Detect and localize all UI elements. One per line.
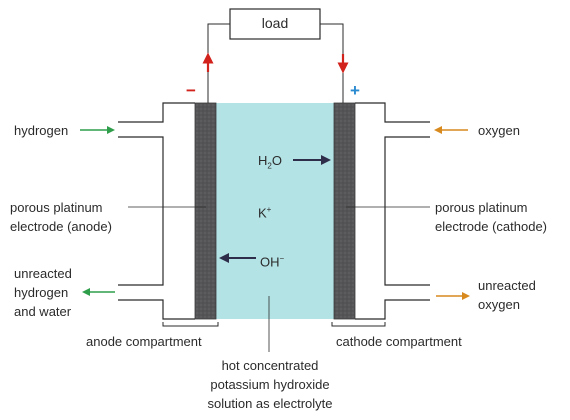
hydrogen-label: hydrogen bbox=[14, 123, 69, 138]
load-label: load bbox=[261, 15, 289, 31]
cathode-compartment-wall bbox=[355, 102, 430, 320]
unreacted-oxygen-label-line1: unreacted bbox=[478, 278, 536, 293]
cathode-compartment-label: cathode compartment bbox=[336, 334, 462, 349]
potassium-charge: + bbox=[266, 205, 272, 214]
cathode-electrode-label-line2: electrode (cathode) bbox=[435, 219, 548, 234]
electrolyte-solution bbox=[216, 103, 334, 319]
potassium-ion-label: K+ bbox=[258, 202, 271, 220]
cathode-electrode-label-line1: porous platinum bbox=[435, 200, 528, 215]
cathode-electrode bbox=[333, 102, 356, 320]
anode-electrode bbox=[194, 102, 217, 320]
anode-compartment-wall bbox=[118, 102, 195, 320]
oxygen-label: oxygen bbox=[478, 123, 520, 138]
anode-wire bbox=[207, 23, 230, 103]
water-subscript: 2 bbox=[267, 161, 272, 171]
hydroxide-charge: − bbox=[279, 254, 285, 263]
cathode-wire bbox=[320, 23, 344, 103]
anode-compartment-label: anode compartment bbox=[86, 334, 202, 349]
water-species-label: H2O bbox=[258, 153, 282, 174]
electrolyte-caption-line2: potassium hydroxide bbox=[210, 377, 330, 392]
anode-compartment-bracket bbox=[162, 322, 219, 327]
anode-sign: − bbox=[186, 81, 196, 100]
anode-electrode-label-line2: electrode (anode) bbox=[10, 219, 112, 234]
hydroxide-symbol: OH bbox=[260, 254, 280, 270]
unreacted-oxygen-label-line2: oxygen bbox=[478, 297, 520, 312]
potassium-symbol: K bbox=[258, 205, 267, 221]
unreacted-hydrogen-label-line2: hydrogen bbox=[14, 285, 69, 300]
hydroxide-ion-label: OH− bbox=[260, 251, 284, 269]
electrolyte-caption-line1: hot concentrated bbox=[221, 358, 319, 373]
water-symbol-o: O bbox=[271, 153, 282, 168]
anode-electrode-label-line1: porous platinum bbox=[10, 200, 103, 215]
unreacted-hydrogen-label-line1: unreacted bbox=[14, 266, 72, 281]
electrolyte-caption-line3: solution as electrolyte bbox=[207, 396, 333, 411]
cathode-compartment-bracket bbox=[331, 322, 386, 327]
cathode-sign: + bbox=[350, 81, 360, 100]
unreacted-hydrogen-label-line3: and water bbox=[14, 304, 72, 319]
water-symbol-h: H bbox=[258, 153, 268, 168]
